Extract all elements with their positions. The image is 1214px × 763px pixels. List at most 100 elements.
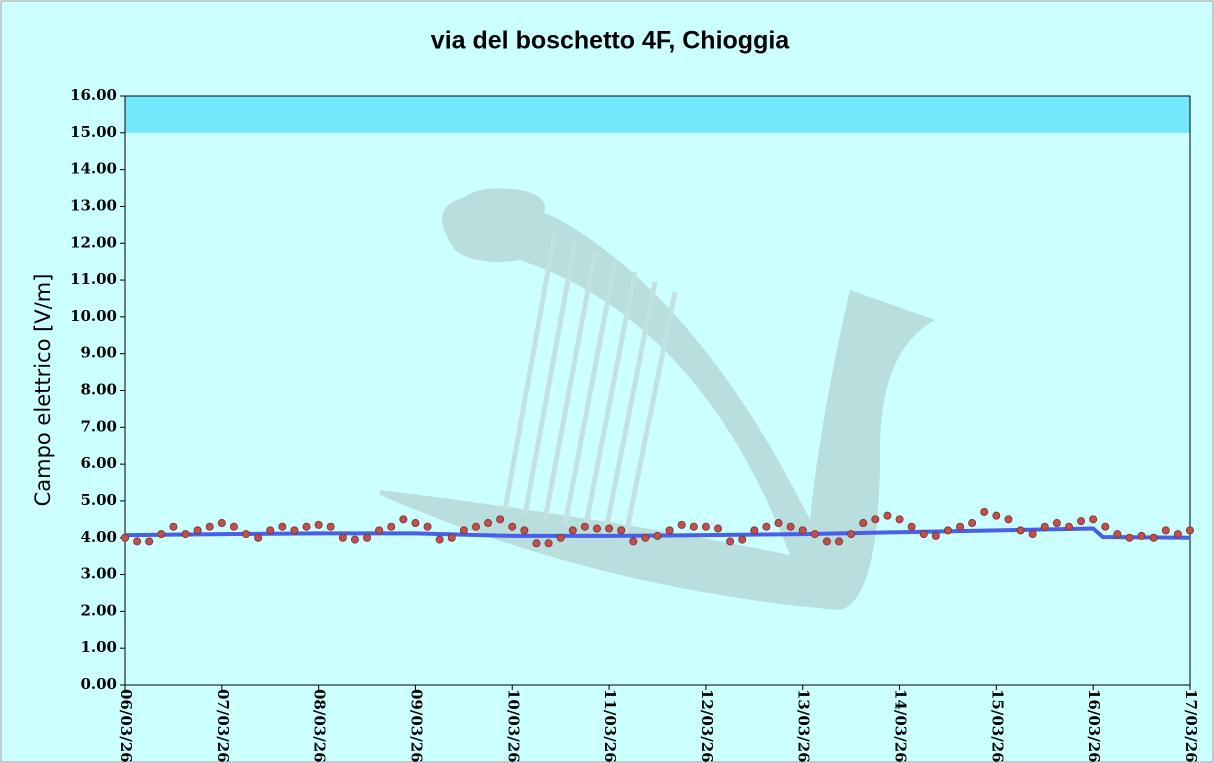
y-tick-label: 16.00 [70,86,117,104]
data-point [702,523,709,530]
data-point [593,525,600,532]
y-tick-label: 4.00 [80,528,117,546]
data-point [642,534,649,541]
data-point [472,523,479,530]
data-point [690,523,697,530]
data-point [569,527,576,534]
y-tick-label: 15.00 [70,123,117,141]
data-point [787,523,794,530]
data-point [497,516,504,523]
data-point [509,523,516,530]
data-point [775,519,782,526]
data-point [363,534,370,541]
data-point [1102,523,1109,530]
x-tick-label: 10/03/26 [504,689,522,763]
data-point [230,523,237,530]
data-point [1174,530,1181,537]
y-tick-label: 13.00 [70,196,117,214]
data-point [255,534,262,541]
data-point [206,523,213,530]
data-point [848,530,855,537]
data-point [194,527,201,534]
chart-title: via del boschetto 4F, Chioggia [431,27,790,55]
data-point [242,530,249,537]
data-point [860,519,867,526]
data-point [581,523,588,530]
data-point [1005,516,1012,523]
data-point [1150,534,1157,541]
data-point [388,523,395,530]
data-point [835,538,842,545]
data-point [158,530,165,537]
data-point [1065,523,1072,530]
data-point [993,512,1000,519]
data-point [872,516,879,523]
data-point [727,538,734,545]
x-tick-label: 11/03/26 [601,689,619,763]
data-point [1041,523,1048,530]
x-tick-label: 08/03/26 [311,689,329,763]
data-point [279,523,286,530]
y-tick-label: 9.00 [80,344,117,362]
data-point [678,521,685,528]
data-point [884,512,891,519]
data-point [1053,519,1060,526]
data-point [944,527,951,534]
data-point [920,530,927,537]
data-point [618,527,625,534]
data-point [969,519,976,526]
x-tick-label: 14/03/26 [892,689,910,763]
y-tick-label: 8.00 [80,381,117,399]
y-tick-label: 2.00 [80,601,117,619]
data-point [170,523,177,530]
x-tick-label: 16/03/26 [1085,689,1103,763]
data-point [218,519,225,526]
y-tick-label: 14.00 [70,160,117,178]
data-point [1077,518,1084,525]
data-point [751,527,758,534]
data-point [533,540,540,547]
x-tick-label: 06/03/26 [117,689,135,763]
x-tick-label: 12/03/26 [698,689,716,763]
data-point [714,525,721,532]
y-tick-label: 5.00 [80,491,117,509]
data-point [376,527,383,534]
x-tick-label: 17/03/26 [1182,689,1200,763]
x-tick-label: 15/03/26 [988,689,1006,763]
data-point [545,540,552,547]
data-point [303,523,310,530]
data-point [605,525,612,532]
data-point [1186,527,1193,534]
data-point [932,532,939,539]
data-point [981,508,988,515]
data-point [484,519,491,526]
data-point [339,534,346,541]
data-point [315,521,322,528]
data-point [557,534,564,541]
y-tick-label: 7.00 [80,417,117,435]
data-point [460,527,467,534]
data-point [291,527,298,534]
data-point [400,516,407,523]
chart: via del boschetto 4F, Chioggia Campo ele… [0,0,1214,763]
x-tick-label: 13/03/26 [795,689,813,763]
y-tick-label: 6.00 [80,454,117,472]
y-tick-label: 0.00 [80,675,117,693]
data-point [1017,527,1024,534]
limit-band [125,96,1190,133]
data-point [134,538,141,545]
data-point [351,536,358,543]
data-point [908,523,915,530]
y-tick-label: 11.00 [70,270,117,288]
data-point [412,519,419,526]
x-tick-label: 09/03/26 [407,689,425,763]
data-point [739,536,746,543]
data-point [630,538,637,545]
data-point [1029,530,1036,537]
data-point [146,538,153,545]
data-point [521,527,528,534]
y-axis-label: Campo elettrico [V/m] [31,274,55,507]
x-tick-label: 07/03/26 [214,689,232,763]
data-point [896,516,903,523]
data-point [267,527,274,534]
